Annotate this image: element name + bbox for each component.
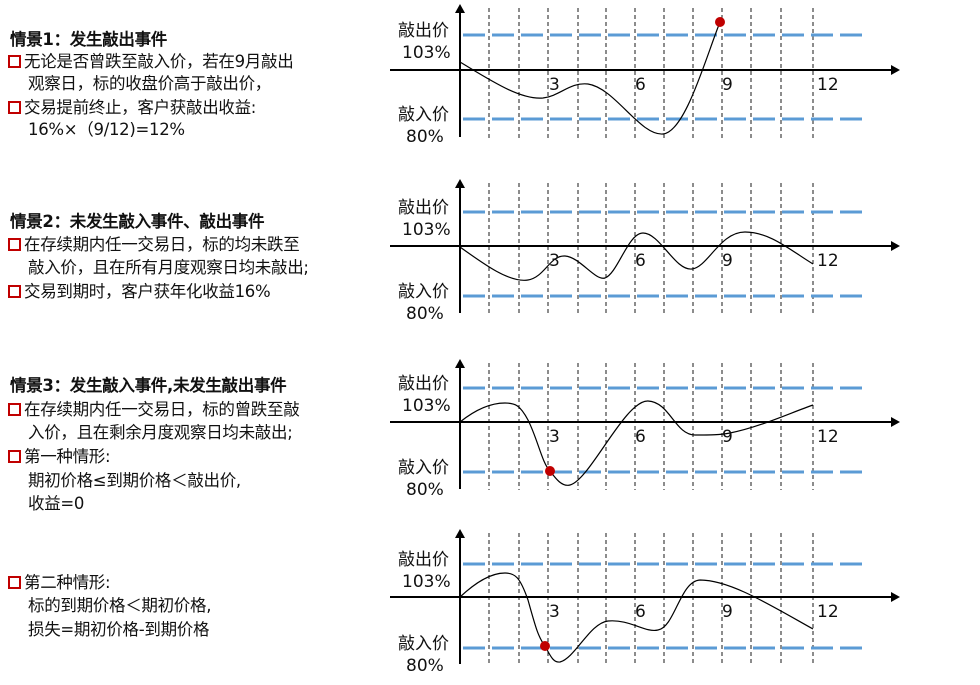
bullet-square-icon [8,238,21,251]
knock-out-label: 敲出价 [398,550,449,570]
knock-in-value: 80% [406,480,444,500]
knock-out-value: 103% [402,220,451,240]
month-tick-label: 3 [549,602,560,622]
bullet-square-icon [8,101,21,114]
month-tick-label: 3 [549,427,560,447]
knock-in-label: 敲入价 [398,458,449,478]
month-tick-label: 12 [817,251,839,271]
y-axis-arrow-icon [455,359,465,368]
x-axis-arrow-icon [891,592,900,602]
x-axis-arrow-icon [891,241,900,251]
price-path-line [459,572,814,663]
bullet-square-icon [8,285,21,298]
scenario-4-chart: 敲出价 103% 敲入价 80% 3 6 9 12 [390,525,980,685]
knock-in-value: 80% [406,304,444,324]
event-dot [545,466,555,476]
chart-canvas [390,359,900,490]
month-tick-label: 6 [635,602,646,622]
continuation-text: 观察日，标的收盘价高于敲出价， [28,74,272,93]
knock-out-label: 敲出价 [398,374,449,394]
price-path-line [459,231,814,281]
price-path-line [459,21,721,135]
bullet-square-icon [8,576,21,589]
y-axis-arrow-icon [455,4,465,13]
month-tick-label: 6 [635,427,646,447]
knock-in-label: 敲入价 [398,634,449,654]
month-tick-label: 3 [549,251,560,271]
bullet-line: 交易到期时，客户获年化收益16% [8,281,271,303]
bullet-text: 第一种情形: [24,447,111,466]
event-dot [540,641,550,651]
knock-out-value: 103% [402,396,451,416]
knock-out-label: 敲出价 [398,198,449,218]
bullet-text: 第二种情形: [24,573,111,592]
bullet-line: 在存续期内任一交易日，标的曾跌至敲 [8,399,300,421]
chart-canvas [390,4,900,138]
bullet-text: 交易提前终止，客户获敲出收益: [24,98,257,117]
y-axis-arrow-icon [455,529,465,538]
continuation-text: 收益=0 [28,494,85,513]
continuation-text: 期初价格≤到期价格＜敲出价, [28,471,241,490]
bullet-line: 第二种情形: [8,572,111,594]
knock-out-value: 103% [402,572,451,592]
knock-in-value: 80% [406,127,444,147]
continuation-text: 损失=期初价格-到期价格 [28,620,210,639]
y-axis-arrow-icon [455,179,465,188]
bullet-text: 在存续期内任一交易日，标的均未跌至 [24,235,300,254]
scenario-3-chart: 敲出价 103% 敲入价 80% 3 6 9 12 [390,355,980,515]
month-tick-label: 9 [722,427,733,447]
bullet-line: 交易提前终止，客户获敲出收益: [8,97,256,119]
knock-in-value: 80% [406,656,444,676]
chart-canvas [390,179,900,314]
scenario-1-chart: 敲出价 103% 敲入价 80% 3 6 9 12 [390,0,980,160]
month-tick-label: 3 [549,75,560,95]
scenario-title: 情景1：发生敲出事件 [10,30,167,49]
month-tick-label: 9 [722,251,733,271]
bullet-line: 第一种情形: [8,446,111,468]
month-tick-label: 9 [722,75,733,95]
bullet-text: 无论是否曾跌至敲入价，若在9月敲出 [24,52,294,71]
x-axis-arrow-icon [891,65,900,75]
bullet-square-icon [8,55,21,68]
bullet-line: 在存续期内任一交易日，标的均未跌至 [8,234,300,256]
bullet-line: 无论是否曾跌至敲入价，若在9月敲出 [8,51,294,73]
month-tick-label: 9 [722,602,733,622]
month-tick-label: 12 [817,75,839,95]
continuation-text: 敲入价，且在所有月度观察日均未敲出; [28,258,309,277]
bullet-square-icon [8,450,21,463]
month-tick-label: 12 [817,602,839,622]
scenario-title: 情景3：发生敲入事件,未发生敲出事件 [10,376,287,395]
knock-out-value: 103% [402,43,451,63]
knock-out-label: 敲出价 [398,21,449,41]
knock-in-label: 敲入价 [398,282,449,302]
bullet-text: 在存续期内任一交易日，标的曾跌至敲 [24,400,300,419]
continuation-text: 16%×（9/12)=12% [28,120,185,139]
knock-in-label: 敲入价 [398,105,449,125]
continuation-text: 标的到期价格＜期初价格, [28,596,212,615]
x-axis-arrow-icon [891,417,900,427]
continuation-text: 入价，且在剩余月度观察日均未敲出; [28,423,293,442]
price-path-line [459,400,814,486]
bullet-text: 交易到期时，客户获年化收益16% [24,282,271,301]
scenario-2-chart: 敲出价 103% 敲入价 80% 3 6 9 12 [390,175,980,335]
bullet-square-icon [8,403,21,416]
scenario-title: 情景2：未发生敲入事件、敲出事件 [10,212,265,231]
month-tick-label: 12 [817,427,839,447]
month-tick-label: 6 [635,75,646,95]
month-tick-label: 6 [635,251,646,271]
chart-canvas [390,529,900,665]
event-dot [715,17,725,27]
